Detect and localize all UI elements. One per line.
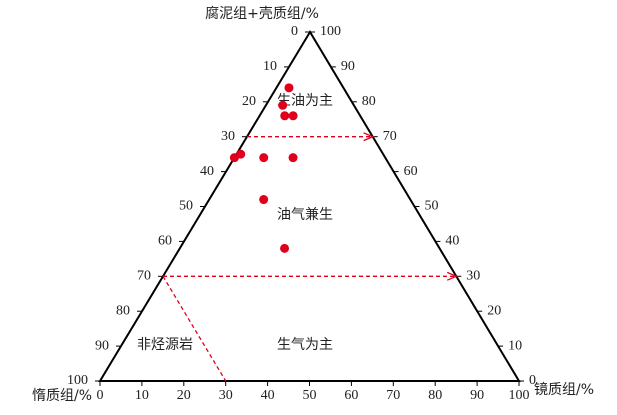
top-axis-title: 腐泥组+壳质组/% [205, 5, 319, 22]
data-point [259, 195, 269, 205]
right-tick-label: 80 [362, 94, 376, 109]
data-point [280, 243, 290, 253]
region-label: 生气为主 [277, 337, 333, 353]
data-point [229, 153, 239, 163]
right-tick-label: 50 [425, 199, 439, 214]
right-tick-label: 40 [445, 234, 459, 249]
right-tick-label: 60 [404, 164, 418, 179]
bottom-tick-label: 10 [135, 388, 149, 403]
bottom-tick-label: 100 [509, 388, 530, 403]
right-tick-label: 100 [320, 24, 341, 39]
right-tick-label: 30 [466, 269, 480, 284]
bottom-tick-label: 90 [470, 388, 484, 403]
left-tick-label: 80 [116, 303, 130, 318]
bottom-tick-label: 30 [219, 388, 233, 403]
left-tick-label: 40 [200, 164, 214, 179]
left-tick-label: 0 [291, 24, 298, 39]
left-tick-label: 90 [95, 338, 109, 353]
bottom-tick-label: 80 [428, 388, 442, 403]
left-tick-label: 60 [158, 234, 172, 249]
data-point [288, 111, 298, 121]
region-label: 油气兼生 [277, 207, 333, 223]
bottom-tick-label: 60 [344, 388, 358, 403]
left-tick-label: 100 [67, 373, 88, 388]
bottom-tick-label: 40 [261, 388, 275, 403]
left-tick-label: 30 [221, 129, 235, 144]
right-tick-label: 70 [383, 129, 397, 144]
region-label: 生油为主 [277, 93, 333, 109]
left-tick-label: 50 [179, 199, 193, 214]
bottom-tick-label: 70 [386, 388, 400, 403]
bottom-tick-label: 0 [97, 388, 104, 403]
left-tick-label: 20 [242, 94, 256, 109]
bottom-tick-label: 20 [177, 388, 191, 403]
region-label: 非烃源岩 [137, 337, 193, 353]
data-point [259, 153, 269, 163]
left-tick-label: 70 [137, 269, 151, 284]
boundary-line [162, 275, 227, 382]
left-tick-label: 10 [263, 59, 277, 74]
bottom-tick-label: 50 [303, 388, 317, 403]
right-axis-title: 镜质组/% [534, 382, 594, 398]
data-point [280, 111, 290, 121]
left-axis-title: 惰质组/% [32, 388, 92, 404]
data-point [284, 83, 294, 93]
data-point [278, 100, 288, 110]
right-tick-label: 0 [529, 373, 536, 388]
right-tick-label: 10 [508, 338, 522, 353]
right-tick-label: 20 [487, 303, 501, 318]
data-point [288, 153, 298, 163]
right-tick-label: 90 [341, 59, 355, 74]
